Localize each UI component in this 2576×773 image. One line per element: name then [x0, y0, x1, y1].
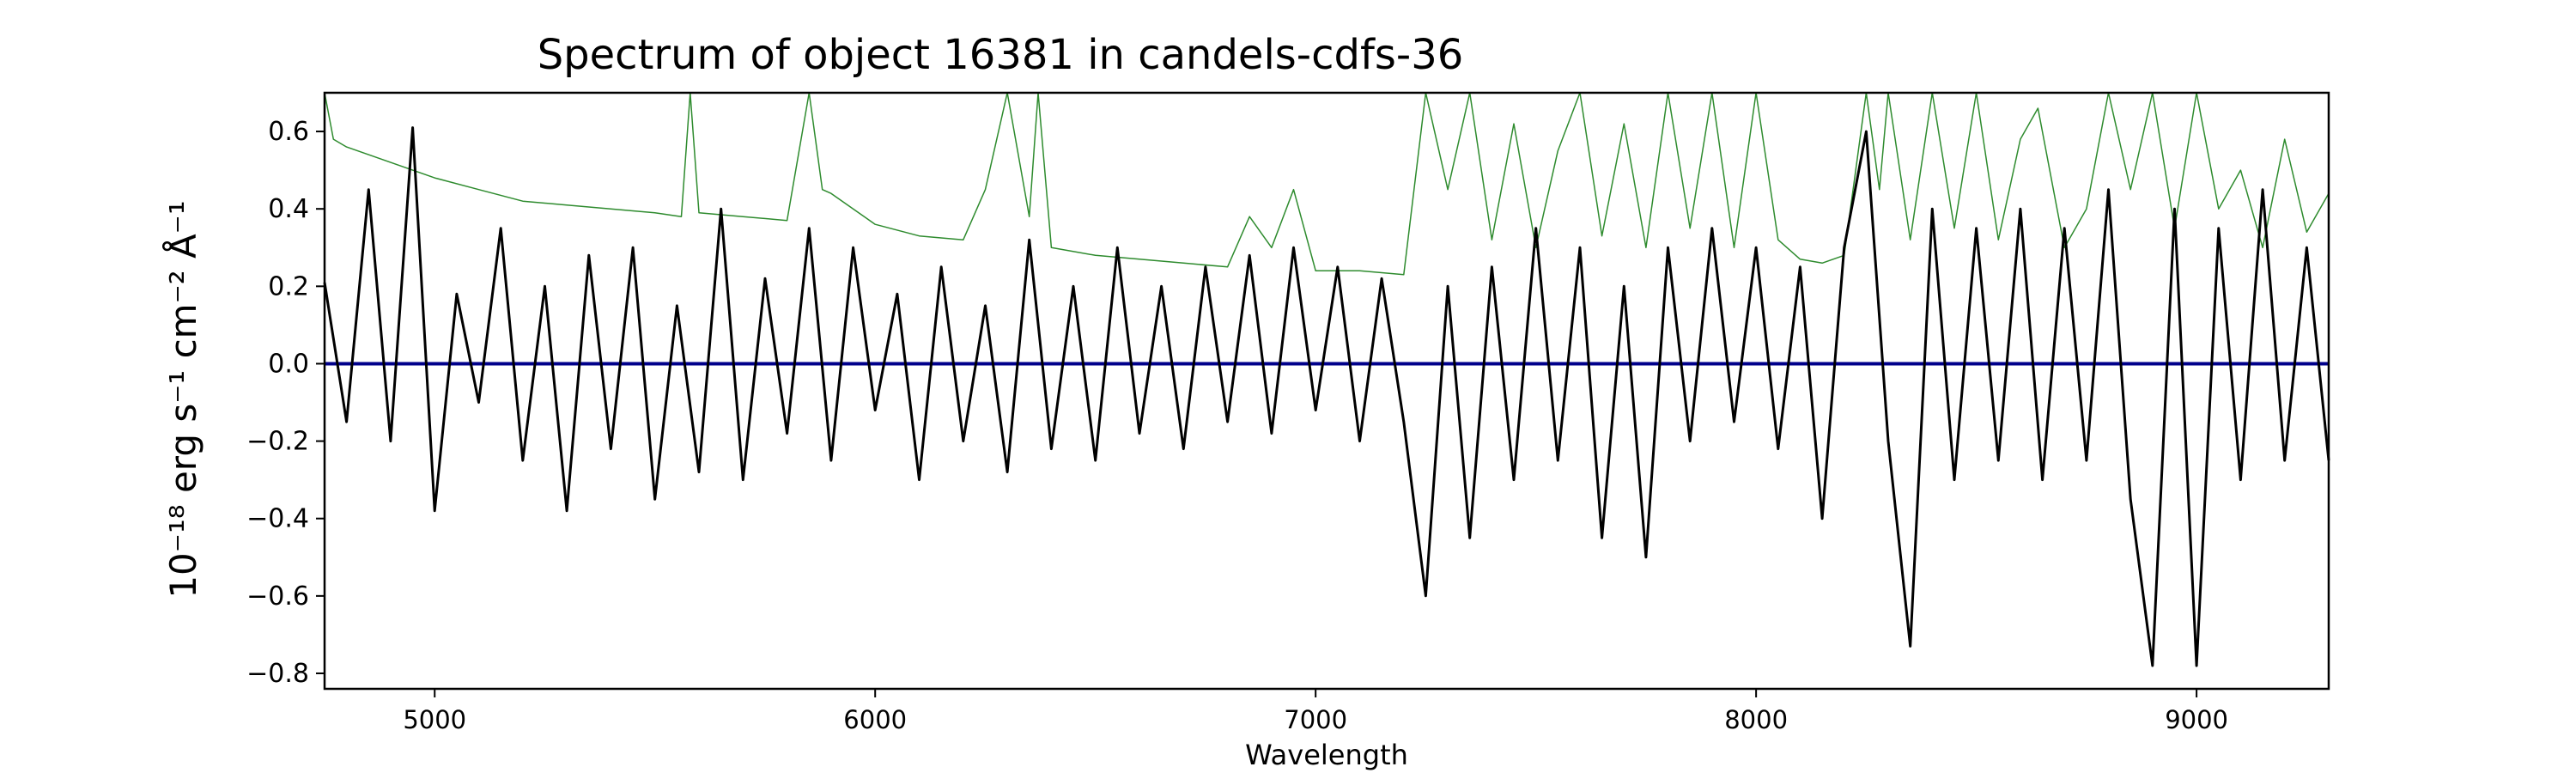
plot-area [323, 92, 2330, 667]
y-tick-label: −0.4 [246, 504, 309, 534]
x-tick-label: 8000 [1724, 705, 1788, 734]
x-axis: 5000 6000 7000 8000 9000 [403, 689, 2228, 734]
x-axis-label: Wavelength [1245, 739, 1408, 771]
x-tick-label: 5000 [403, 705, 466, 734]
y-tick-label: 0.4 [268, 194, 309, 224]
x-tick-label: 6000 [843, 705, 907, 734]
flux-spectrum-group [323, 126, 2330, 667]
error-spectrum-line [324, 92, 2330, 276]
axes-frame [323, 91, 2330, 691]
y-tick-label: 0.0 [268, 349, 309, 379]
error-spectrum-group [324, 92, 2330, 276]
y-tick-label: −0.6 [246, 581, 309, 612]
flux-spectrum-line [323, 126, 2330, 667]
y-tick-label: −0.8 [246, 659, 309, 689]
y-axis-label: 10⁻¹⁸ erg s⁻¹ cm⁻² Å⁻¹ [161, 200, 204, 598]
y-axis: −0.8 −0.6 −0.4 −0.2 0.0 0.2 0.4 0.6 [246, 117, 325, 689]
x-tick-label: 7000 [1284, 705, 1347, 734]
y-tick-label: 0.2 [268, 271, 309, 301]
y-tick-label: 0.6 [268, 117, 309, 147]
x-tick-label: 9000 [2165, 705, 2228, 734]
y-tick-label: −0.2 [246, 427, 309, 457]
chart-title: Spectrum of object 16381 in candels-cdfs… [538, 31, 1464, 79]
